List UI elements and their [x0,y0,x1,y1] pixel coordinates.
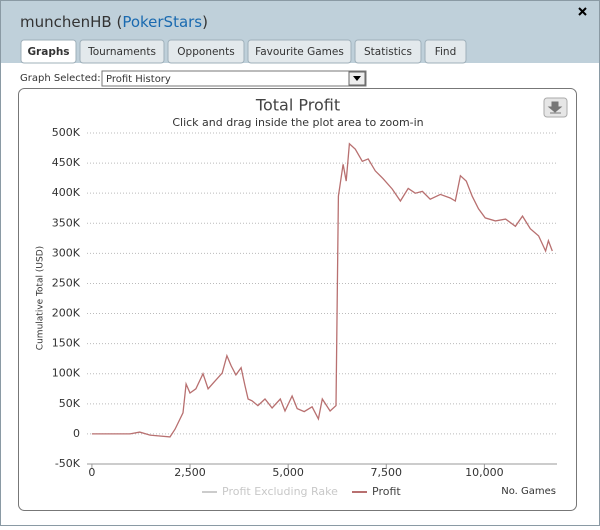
tab-label[interactable]: Graphs [27,46,69,58]
profit-line [91,142,553,438]
chart-subtitle: Click and drag inside the plot area to z… [172,116,423,129]
tab-label[interactable]: Statistics [364,46,412,58]
chart-box [18,88,577,511]
tab[interactable] [354,39,422,64]
y-tick-label: 400K [52,186,81,199]
graph-select[interactable] [101,70,367,87]
tab[interactable] [247,39,352,64]
tab[interactable] [79,39,165,64]
y-tick-label: -50K [55,457,81,470]
y-tick-label: 150K [52,337,81,350]
tab-label[interactable]: Favourite Games [255,46,344,58]
y-tick-label: 350K [52,216,81,229]
tab[interactable] [167,39,245,64]
header-end: ) [202,13,208,31]
selector-label: Graph Selected: [20,73,101,84]
y-tick-label: 200K [52,307,81,320]
tab-label[interactable]: Opponents [177,46,234,58]
chart-title: Total Profit [255,96,340,115]
x-axis-label: No. Games [501,486,556,497]
x-tick-label: 5,000 [272,466,304,479]
y-tick-label: 50K [59,397,81,410]
site-name[interactable]: PokerStars [122,13,202,31]
header-title: munchenHB (PokerStars) [20,13,208,31]
tab[interactable] [20,39,77,64]
y-tick-label: 450K [52,156,81,169]
legend-label[interactable]: Profit [372,485,401,498]
y-tick-label: 500K [52,126,81,139]
legend-label[interactable]: Profit Excluding Rake [222,485,338,498]
tab-label[interactable]: Find [435,46,457,58]
x-tick-label: 2,500 [174,466,206,479]
close-button[interactable] [578,7,587,16]
y-tick-label: 250K [52,276,81,289]
x-tick-label: 10,000 [465,466,504,479]
tab-label[interactable]: Tournaments [87,46,156,58]
x-tick-label: 7,500 [371,466,403,479]
select-arrow [353,76,361,81]
tab[interactable] [424,39,467,64]
selected-graph: Profit History [106,74,171,85]
export-icon [547,101,563,114]
x-tick-label: 0 [88,466,95,479]
y-axis-label: Cumulative Total (USD) [36,246,46,350]
y-tick-label: 0 [73,427,80,440]
user-name: munchenHB ( [20,13,122,31]
y-tick-label: 300K [52,246,81,259]
y-tick-label: 100K [52,367,81,380]
